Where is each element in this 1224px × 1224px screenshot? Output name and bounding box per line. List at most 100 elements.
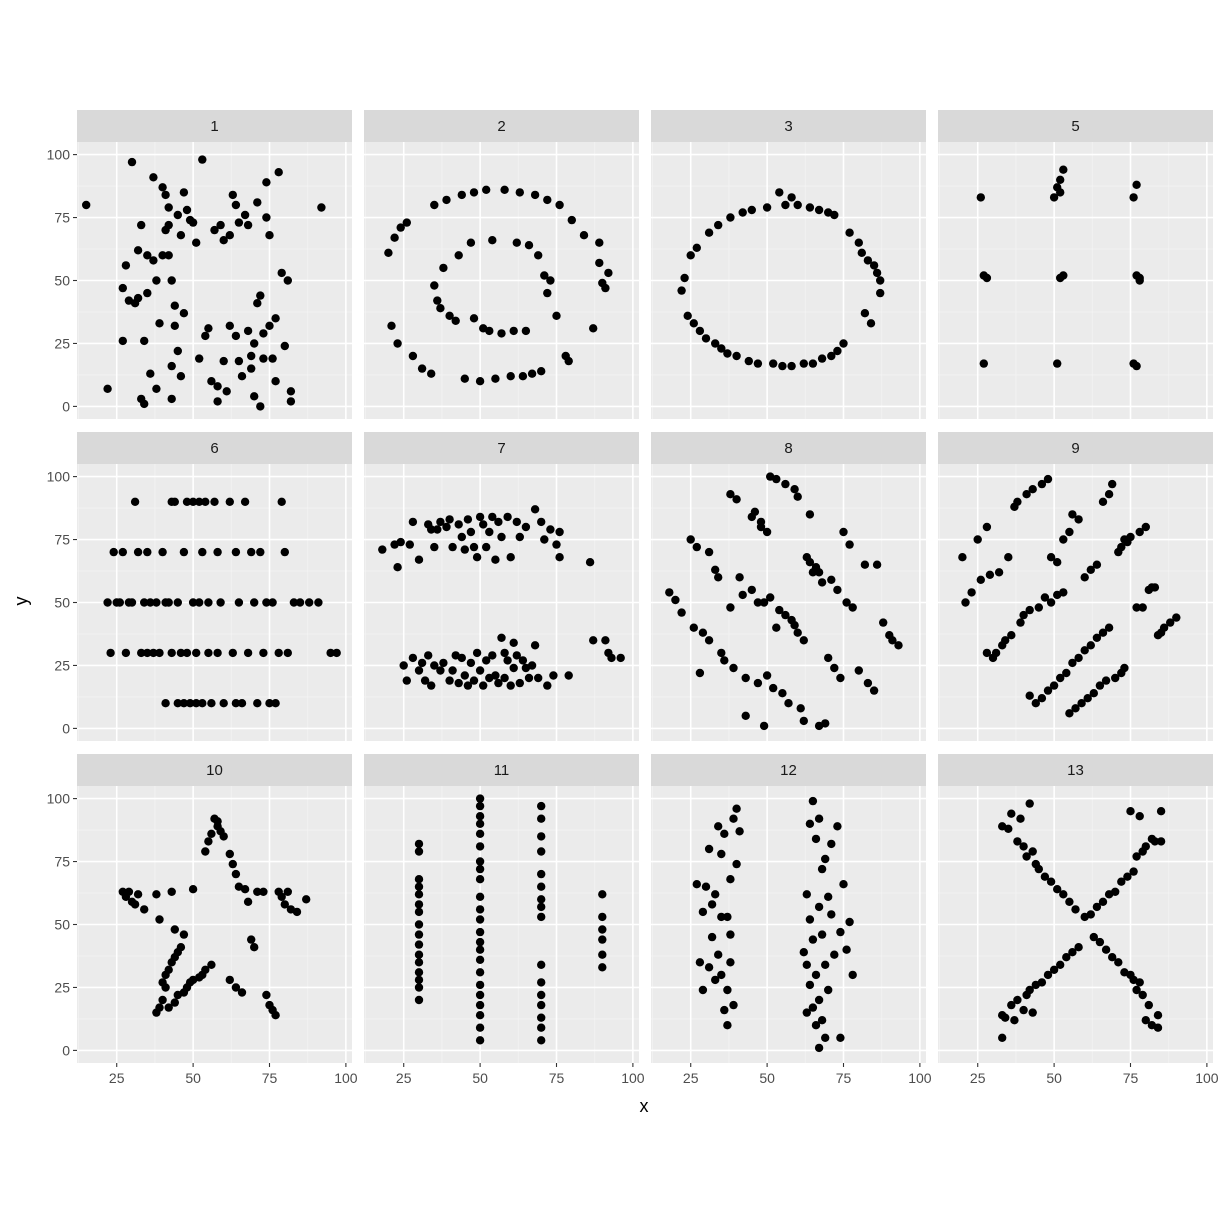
data-point: [1071, 905, 1080, 914]
data-point: [457, 653, 466, 663]
data-point: [140, 905, 149, 914]
data-point: [188, 885, 198, 894]
data-point: [1025, 605, 1034, 615]
data-point: [164, 203, 173, 212]
data-point: [152, 384, 161, 393]
data-point: [872, 560, 882, 569]
data-point: [466, 527, 476, 537]
data-point: [488, 236, 497, 245]
data-point: [234, 218, 244, 227]
data-point: [402, 676, 411, 685]
x-tick-label: 50: [759, 1070, 775, 1086]
data-point: [1092, 902, 1102, 912]
data-point: [133, 293, 143, 303]
data-point: [1059, 535, 1068, 544]
data-point: [219, 832, 228, 841]
data-point: [692, 880, 701, 889]
data-point: [414, 968, 424, 977]
data-point: [775, 188, 784, 197]
data-point: [811, 970, 821, 980]
data-point: [250, 392, 259, 401]
data-point: [427, 525, 436, 534]
data-point: [720, 1005, 729, 1015]
data-point: [726, 930, 735, 939]
data-point: [140, 598, 149, 607]
data-point: [811, 834, 821, 844]
data-point: [790, 485, 799, 494]
data-point: [414, 900, 424, 909]
data-point: [802, 1008, 811, 1017]
data-point: [1101, 945, 1111, 954]
data-point: [326, 648, 335, 658]
data-point: [665, 588, 674, 597]
facet-strip-label: 6: [210, 440, 218, 457]
data-point: [537, 517, 546, 527]
data-point: [155, 319, 164, 328]
data-point: [497, 329, 506, 338]
data-point: [998, 1033, 1007, 1043]
data-point: [704, 844, 714, 854]
data-point: [164, 1003, 173, 1012]
y-axis-title: y: [11, 597, 31, 606]
data-point: [827, 910, 836, 919]
data-point: [1111, 673, 1120, 683]
data-point: [1013, 497, 1022, 506]
data-point: [414, 875, 424, 884]
data-point: [756, 517, 766, 527]
data-point: [1059, 588, 1068, 597]
data-point: [414, 847, 424, 856]
data-point: [277, 497, 286, 506]
data-point: [475, 892, 485, 901]
data-point: [332, 648, 341, 658]
data-point: [732, 859, 741, 869]
data-point: [402, 218, 411, 227]
data-point: [598, 912, 607, 922]
data-point: [543, 681, 552, 690]
data-point: [445, 676, 454, 685]
data-point: [595, 258, 604, 268]
data-point: [817, 864, 827, 874]
facet-panel-8: 8: [651, 432, 926, 741]
data-point: [1120, 663, 1129, 673]
data-point: [164, 220, 173, 230]
data-point: [720, 656, 729, 665]
facet-strip: [651, 754, 926, 786]
data-point: [503, 656, 512, 665]
data-point: [839, 880, 848, 889]
data-point: [1172, 613, 1181, 622]
data-point: [396, 537, 405, 547]
data-point: [158, 995, 167, 1005]
data-point: [729, 1000, 738, 1010]
data-point: [744, 356, 753, 366]
data-point: [805, 510, 815, 519]
data-point: [814, 902, 824, 912]
facet-strip: [651, 110, 926, 142]
data-point: [729, 663, 738, 673]
data-point: [82, 200, 91, 210]
data-point: [225, 975, 234, 985]
facet-panel-2: 2: [364, 110, 639, 419]
data-point: [537, 978, 546, 987]
data-point: [158, 183, 167, 192]
data-point: [466, 658, 476, 668]
data-point: [250, 598, 259, 607]
data-point: [1129, 867, 1138, 876]
data-point: [262, 178, 271, 187]
data-point: [170, 497, 179, 506]
facet-strip: [77, 754, 352, 786]
data-point: [973, 535, 982, 544]
data-point: [289, 598, 299, 607]
data-point: [1135, 276, 1144, 285]
data-point: [137, 648, 146, 658]
data-point: [475, 968, 485, 977]
facet-panel-12: 12: [651, 754, 926, 1063]
data-point: [176, 648, 186, 658]
data-point: [1132, 603, 1141, 612]
data-point: [234, 598, 244, 607]
data-point: [109, 547, 118, 557]
data-point: [414, 882, 424, 891]
x-tick-label: 100: [621, 1070, 645, 1086]
data-point: [836, 927, 845, 937]
data-point: [234, 356, 244, 366]
